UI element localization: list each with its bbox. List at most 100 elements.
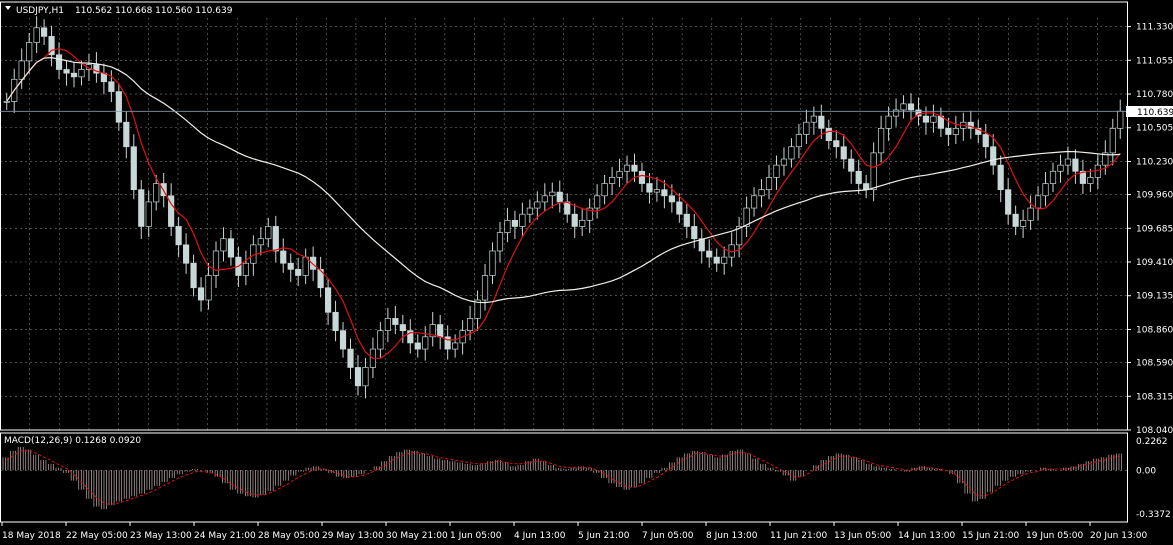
- x-tick-label: 1 Jun 05:00: [450, 531, 502, 541]
- macd-tick-label: 0.2262: [1136, 437, 1168, 447]
- candle-body: [526, 207, 533, 215]
- candle-body: [55, 54, 63, 70]
- candle-body: [616, 170, 623, 178]
- candle-body: [1005, 189, 1012, 215]
- candle-body: [661, 189, 668, 197]
- x-tick-label: 28 May 05:00: [258, 531, 320, 541]
- candle-body: [863, 183, 870, 191]
- y-tick-label: 110.230: [1136, 157, 1173, 167]
- candle-body: [511, 219, 519, 227]
- candle-body: [332, 311, 339, 332]
- candle-body: [750, 195, 758, 209]
- candle-body: [1057, 164, 1064, 172]
- candle-body: [803, 121, 810, 135]
- candle-body: [840, 146, 847, 160]
- candle-body: [26, 42, 33, 62]
- candle-body: [466, 318, 474, 332]
- candle-body: [287, 262, 294, 270]
- candle-body: [197, 287, 205, 301]
- candle-body: [257, 238, 264, 246]
- y-tick-label: 110.780: [1136, 90, 1173, 100]
- candle-body: [982, 134, 989, 148]
- candle-body: [773, 164, 780, 178]
- x-tick-label: 5 Jun 21:00: [578, 531, 630, 541]
- candle-body: [556, 191, 563, 203]
- candle-body: [123, 121, 130, 148]
- y-tick-label: 110.505: [1136, 124, 1173, 134]
- candle-body: [1087, 177, 1094, 184]
- x-tick-label: 29 May 13:00: [322, 531, 384, 541]
- candle-body: [952, 128, 959, 135]
- candle-body: [130, 146, 137, 191]
- candle-body: [541, 195, 548, 203]
- candle-body: [265, 226, 272, 240]
- candle-body: [848, 158, 855, 172]
- candle-body: [743, 207, 750, 227]
- candle-body: [220, 238, 227, 252]
- candle-body: [571, 213, 578, 227]
- candle-body: [765, 177, 773, 191]
- ohlc-label: 110.562 110.668 110.560 110.639: [75, 6, 233, 16]
- candle-body: [377, 330, 384, 350]
- macd-pane-frame: [0, 432, 1128, 523]
- candle-body: [489, 250, 496, 276]
- candle-body: [422, 336, 429, 350]
- candle-body: [33, 27, 40, 43]
- candle-body: [1034, 195, 1042, 209]
- candle-body: [108, 81, 115, 92]
- candle-body: [347, 348, 354, 368]
- candle-body: [183, 244, 190, 264]
- candle-body: [384, 318, 391, 332]
- x-tick-label: 19 Jun 05:00: [1026, 531, 1083, 541]
- candle-body: [833, 140, 840, 148]
- candle-body: [870, 152, 877, 191]
- candle-body: [676, 201, 683, 215]
- candle-body: [437, 324, 444, 338]
- candle-body: [1049, 170, 1057, 184]
- y-tick-label: 109.960: [1136, 191, 1173, 201]
- candle-body: [18, 60, 25, 80]
- candle-body: [967, 121, 974, 129]
- candle-body: [295, 269, 302, 276]
- candle-body: [623, 164, 631, 172]
- moving-averages: [6, 48, 1121, 359]
- candle-body: [534, 201, 541, 209]
- candle-body: [736, 226, 743, 246]
- candle-body: [205, 275, 212, 301]
- candle-body: [153, 183, 160, 203]
- candle-body: [922, 115, 930, 123]
- main-pane-frame: [0, 1, 1128, 431]
- candle-body: [362, 367, 369, 387]
- candle-body: [698, 238, 705, 252]
- candle-body: [399, 324, 406, 332]
- candle-body: [414, 342, 421, 350]
- candle-body: [549, 191, 556, 197]
- candle-body: [608, 177, 616, 184]
- y-tick-label: 109.410: [1136, 258, 1173, 268]
- candle-body: [175, 226, 182, 246]
- candle-body: [190, 262, 197, 289]
- candle-body: [317, 269, 324, 289]
- ma-fast-line: [6, 48, 1121, 359]
- collapse-triangle-icon[interactable]: [5, 6, 11, 10]
- candle-body: [579, 219, 586, 227]
- x-tick-label: 22 May 05:00: [66, 531, 128, 541]
- candle-body: [825, 128, 832, 141]
- candle-body: [878, 128, 885, 154]
- candle-body: [668, 195, 675, 203]
- x-tick-label: 20 Jun 13:00: [1090, 531, 1147, 541]
- candle-body: [1027, 207, 1034, 221]
- macd-tick-label: -0.3372: [1136, 510, 1171, 520]
- candle-body: [70, 72, 78, 78]
- candle-body: [138, 189, 145, 227]
- candle-body: [1012, 213, 1019, 227]
- candle-body: [519, 213, 526, 227]
- macd-histogram: [0, 446, 1127, 510]
- candle-body: [504, 219, 511, 233]
- ma-slow-line: [6, 56, 1121, 304]
- candle-body: [900, 103, 907, 111]
- candle-body: [646, 183, 653, 193]
- candle-body: [810, 115, 817, 123]
- candle-body: [212, 250, 220, 276]
